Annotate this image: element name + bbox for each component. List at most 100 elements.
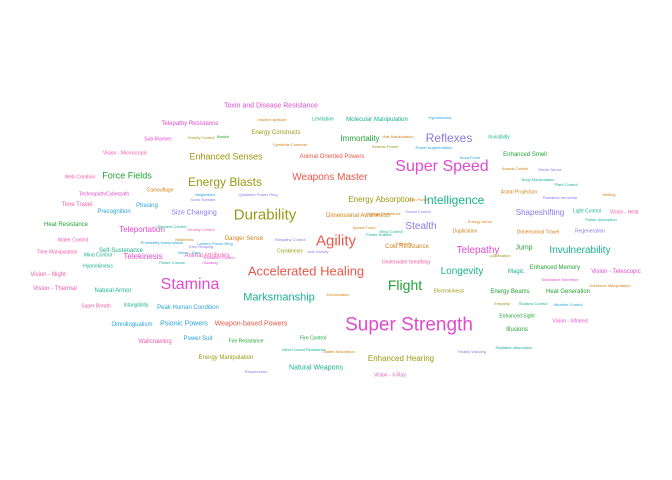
cloud-word: Enhanced Sight xyxy=(499,313,535,320)
cloud-word: Resurrection xyxy=(244,369,268,374)
cloud-word: Technopath/Cyberpath xyxy=(78,191,130,198)
cloud-word: Telepathy xyxy=(456,245,500,256)
cloud-word: Weapon-based Powers xyxy=(214,320,288,328)
cloud-word: Plant Control xyxy=(554,182,578,187)
cloud-word: Size Changing xyxy=(171,209,217,217)
cloud-word: Hair Manipulation xyxy=(382,134,414,139)
cloud-word: Enhanced Hearing xyxy=(367,354,435,363)
cloud-word: Stamina xyxy=(160,276,220,293)
cloud-word: Telekinesis xyxy=(123,252,163,261)
cloud-word: Mind Control Resistance xyxy=(282,347,326,352)
cloud-word: Hyperkinesis xyxy=(428,115,452,120)
cloud-word: Wind Control xyxy=(379,229,403,234)
cloud-word: Agility xyxy=(315,232,357,250)
cloud-word: Vision - X-Ray xyxy=(374,372,406,379)
cloud-word: Web Creation xyxy=(64,174,96,181)
cloud-word: Vision - Night xyxy=(30,272,66,278)
cloud-word: Super Speed xyxy=(395,158,489,175)
cloud-word: Enhanced Smell xyxy=(503,152,547,158)
cloud-word: Enhanced Senses xyxy=(189,151,263,162)
cloud-word: Power Absorption xyxy=(585,217,617,222)
cloud-word: Magic xyxy=(507,269,525,275)
cloud-word: Dimensional Travel xyxy=(516,229,560,236)
cloud-word: Banish xyxy=(216,134,230,139)
cloud-word: Force Fields xyxy=(102,170,152,181)
cloud-word: Sub-Mariner xyxy=(144,136,172,143)
cloud-word: Energy Blasts xyxy=(187,175,263,189)
cloud-word: Energy Manipulation xyxy=(198,355,254,361)
cloud-word: Qwardian Power Ring xyxy=(238,192,278,197)
cloud-word: Fire Resistance xyxy=(228,338,264,345)
cloud-word: Body Manipulation xyxy=(521,177,555,182)
cloud-word: Natural Weapons xyxy=(289,364,343,372)
cloud-word: Radiation Absorption xyxy=(495,345,533,350)
cloud-word: Intelligence xyxy=(423,193,485,207)
cloud-word: Vision - Microscopic xyxy=(102,150,148,157)
cloud-word: Power Cosmic xyxy=(159,260,185,265)
cloud-word: Enhanced Memory xyxy=(529,265,581,271)
cloud-word: Vision - Thermal xyxy=(33,286,77,292)
cloud-word: Speed Force xyxy=(352,225,376,230)
cloud-word: Illusions xyxy=(506,327,528,333)
cloud-word: Toxin and Disease Resistance xyxy=(224,102,318,110)
cloud-word: Animal Oriented Powers xyxy=(299,154,365,160)
cloud-word: Psionic Powers xyxy=(160,320,208,328)
cloud-word: Flight xyxy=(387,277,423,293)
cloud-word: Fire Control xyxy=(299,335,327,342)
cloud-word: Radiation Immunity xyxy=(542,195,578,200)
cloud-word: Gravity Control xyxy=(187,135,215,140)
cloud-word: Heat Generation xyxy=(545,289,591,295)
cloud-word: Stealth xyxy=(405,221,437,232)
cloud-word: Mind Control xyxy=(83,252,113,259)
cloud-word: Light Control xyxy=(572,208,602,215)
cloud-word: Astral Projection xyxy=(500,189,538,196)
cloud-word: Hypnokinesis xyxy=(83,263,113,270)
cloud-word: Self-Sustenance xyxy=(98,248,144,254)
cloud-word: Probability Manipulation xyxy=(140,240,184,245)
cloud-word: Power Augmentation xyxy=(415,145,453,150)
cloud-word: Element Control xyxy=(157,224,187,229)
cloud-word: Magnetism xyxy=(195,192,215,197)
cloud-word: Teleportation xyxy=(119,225,165,234)
cloud-word: Grim Reaping xyxy=(188,244,214,249)
cloud-word: Matter Absorption xyxy=(323,349,355,354)
cloud-word: Intangibility xyxy=(123,302,149,309)
cloud-word: Shapeshifting xyxy=(515,208,565,217)
cloud-word: Marksmanship xyxy=(243,291,315,304)
cloud-word: Duplication xyxy=(452,228,478,235)
cloud-word: Reality Warping xyxy=(457,349,487,354)
cloud-word: Shadow Control xyxy=(518,301,548,306)
cloud-word: Invisibility xyxy=(488,134,510,141)
cloud-word: Levitation xyxy=(312,116,334,123)
cloud-word: Wallcrawling xyxy=(138,339,172,345)
cloud-word: Nova Force xyxy=(459,155,481,160)
cloud-word: Time Manipulation xyxy=(36,249,78,256)
cloud-word: Empathy xyxy=(494,301,510,306)
cloud-word: Reflexes xyxy=(425,131,473,145)
cloud-word: Jump xyxy=(515,244,533,252)
cloud-word: Melting xyxy=(602,192,616,197)
cloud-word: Lantern Power Ring xyxy=(197,241,233,246)
cloud-word: Cloaking xyxy=(202,260,218,265)
cloud-word: Vitakinesis xyxy=(174,237,194,242)
cloud-word: Longevity xyxy=(440,266,484,277)
cloud-word: Radar Sense xyxy=(538,167,562,172)
cloud-word: Telepathy Resistance xyxy=(161,121,219,127)
cloud-word: Danger Sense xyxy=(224,236,264,242)
cloud-word: Anti-Gravity xyxy=(307,249,329,254)
cloud-word: Intuitive aptitude xyxy=(257,117,287,122)
cloud-word: Echolocation xyxy=(326,292,350,297)
cloud-word: Radiation Control xyxy=(203,255,235,260)
cloud-word: Density Control xyxy=(187,227,215,232)
cloud-word: Electrokinesis xyxy=(433,288,465,295)
cloud-word: Vision - Heat xyxy=(609,209,639,216)
cloud-word: Dimensional Awareness xyxy=(326,213,390,219)
cloud-word: Phasing xyxy=(136,203,158,209)
cloud-word: Sound Control xyxy=(405,209,431,214)
cloud-word: Liquification xyxy=(489,253,511,258)
cloud-word: Heat Resistance xyxy=(43,222,89,228)
cloud-word: Energy Constructs xyxy=(251,130,301,136)
cloud-word: Accelerated Healing xyxy=(247,263,365,279)
cloud-word: Vision - Infrared xyxy=(552,318,588,325)
